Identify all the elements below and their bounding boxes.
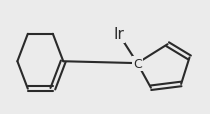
Text: Ir: Ir — [113, 27, 124, 42]
Text: C: C — [133, 57, 142, 70]
